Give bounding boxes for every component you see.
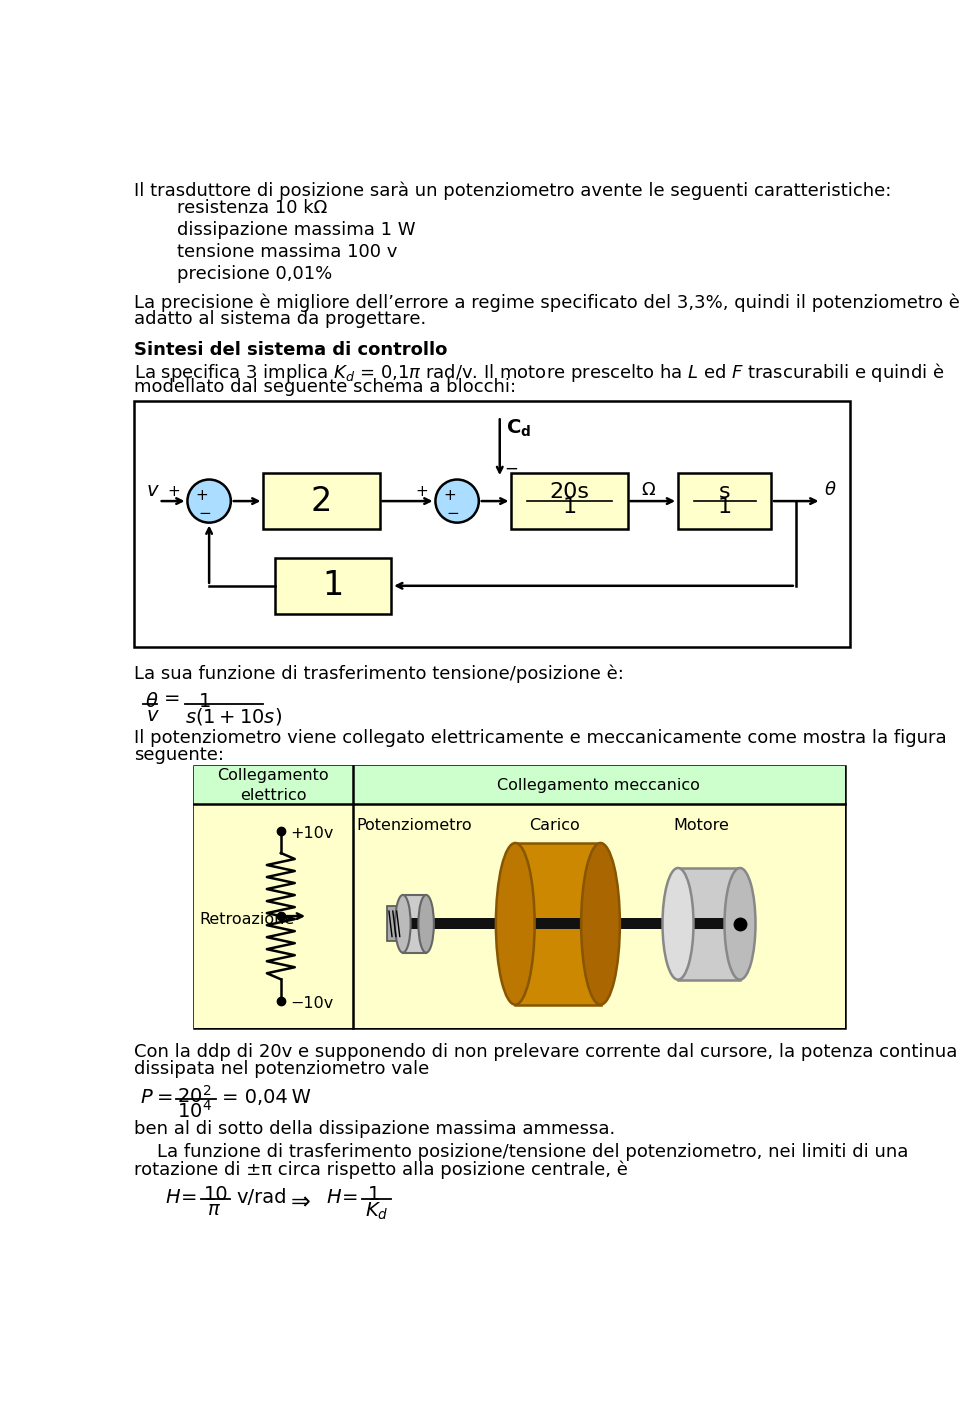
Text: Retroazione: Retroazione	[200, 912, 295, 928]
Text: Carico: Carico	[529, 819, 580, 833]
Bar	[512, 474, 628, 529]
Text: $H$: $H$	[165, 1188, 181, 1208]
Text: +: +	[167, 485, 180, 499]
Text: Con la ddp di 20v e supponendo di non prelevare corrente dal cursore, la potenza: Con la ddp di 20v e supponendo di non pr…	[134, 1044, 957, 1060]
Text: ben al di sotto della dissipazione massima ammessa.: ben al di sotto della dissipazione massi…	[134, 1120, 615, 1138]
Text: 1: 1	[368, 1185, 380, 1203]
Text: tensione massima 100 v: tensione massima 100 v	[177, 243, 396, 262]
Text: La precisione è migliore dell’errore a regime specificato del 3,3%, quindi il po: La precisione è migliore dell’errore a r…	[134, 293, 960, 311]
Text: =: =	[180, 1188, 197, 1208]
Text: =: =	[342, 1188, 358, 1208]
Text: Collegamento meccanico: Collegamento meccanico	[497, 778, 700, 793]
Text: 1: 1	[563, 498, 577, 518]
Text: seguente:: seguente:	[134, 747, 224, 764]
Bar	[678, 474, 771, 529]
Text: = 0,04 W: = 0,04 W	[223, 1087, 311, 1107]
Bar	[352, 805, 845, 1028]
Text: $-$: $-$	[445, 503, 459, 519]
Text: 1: 1	[199, 691, 211, 711]
Text: $\theta$: $\theta$	[825, 481, 837, 499]
Text: $\theta$: $\theta$	[145, 691, 158, 711]
Text: $H$: $H$	[326, 1188, 343, 1208]
Text: =: =	[157, 1087, 174, 1107]
Text: precisione 0,01%: precisione 0,01%	[177, 264, 332, 283]
Bar	[194, 805, 352, 1028]
Ellipse shape	[436, 479, 479, 523]
Bar	[396, 919, 744, 929]
Ellipse shape	[662, 868, 693, 980]
Bar	[263, 474, 379, 529]
Text: =: =	[163, 689, 180, 708]
Bar	[194, 766, 352, 805]
Text: 10: 10	[204, 1185, 228, 1203]
Text: $-$: $-$	[504, 458, 518, 477]
Text: +: +	[443, 488, 456, 503]
Text: +: +	[195, 488, 207, 503]
Text: $P$: $P$	[140, 1087, 154, 1107]
Text: Motore: Motore	[673, 819, 730, 833]
Ellipse shape	[187, 479, 230, 523]
Text: −10v: −10v	[290, 995, 333, 1011]
Text: v: v	[146, 706, 157, 725]
Text: $\Rightarrow$: $\Rightarrow$	[286, 1188, 311, 1212]
Bar	[352, 766, 845, 805]
Text: Collegamento
elettrico: Collegamento elettrico	[217, 768, 329, 803]
Text: 1: 1	[323, 570, 344, 602]
Text: v: v	[146, 481, 157, 499]
Text: $\mathbf{C_d}$: $\mathbf{C_d}$	[506, 419, 531, 440]
Ellipse shape	[581, 843, 620, 1005]
Text: dissipazione massima 1 W: dissipazione massima 1 W	[177, 221, 415, 239]
Text: $K_d$: $K_d$	[365, 1200, 389, 1222]
Text: Sintesi del sistema di controllo: Sintesi del sistema di controllo	[134, 341, 447, 359]
Text: La specifica 3 implica $K_d$ = 0,1$\pi$ rad/v. Il motore prescelto ha $L$ ed $F$: La specifica 3 implica $K_d$ = 0,1$\pi$ …	[134, 361, 945, 385]
Text: 1: 1	[717, 498, 732, 518]
Text: resistenza 10 kΩ: resistenza 10 kΩ	[177, 199, 326, 216]
Bar	[403, 895, 426, 953]
Text: +10v: +10v	[290, 826, 333, 841]
Text: $s(1+10s)$: $s(1+10s)$	[185, 706, 282, 727]
Text: Il trasduttore di posizione sarà un potenziometro avente le seguenti caratterist: Il trasduttore di posizione sarà un pote…	[134, 182, 891, 201]
Bar	[134, 402, 850, 648]
Ellipse shape	[419, 895, 434, 953]
Text: +: +	[415, 485, 428, 499]
Bar	[275, 559, 392, 614]
Text: 2: 2	[311, 485, 332, 518]
Text: dissipata nel potenziometro vale: dissipata nel potenziometro vale	[134, 1060, 429, 1077]
Text: $\pi$: $\pi$	[206, 1200, 221, 1219]
Text: v/rad: v/rad	[236, 1188, 287, 1208]
Bar	[194, 766, 845, 1028]
Text: Potenziometro: Potenziometro	[357, 819, 472, 833]
Ellipse shape	[396, 895, 411, 953]
Text: $10^4$: $10^4$	[178, 1100, 212, 1123]
Text: $20^2$: $20^2$	[178, 1085, 211, 1107]
Bar	[678, 868, 740, 980]
Ellipse shape	[496, 843, 535, 1005]
Text: adatto al sistema da progettare.: adatto al sistema da progettare.	[134, 310, 426, 328]
Text: 20s: 20s	[549, 482, 589, 502]
Ellipse shape	[725, 868, 756, 980]
Text: rotazione di ±π circa rispetto alla posizione centrale, è: rotazione di ±π circa rispetto alla posi…	[134, 1161, 628, 1179]
Text: Il potenziometro viene collegato elettricamente e meccanicamente come mostra la : Il potenziometro viene collegato elettri…	[134, 730, 947, 747]
Bar	[516, 843, 601, 1005]
Text: La funzione di trasferimento posizione/tensione del potenziometro, nei limiti di: La funzione di trasferimento posizione/t…	[134, 1144, 908, 1161]
Bar	[387, 906, 400, 942]
Text: s: s	[719, 482, 731, 502]
Text: $\Omega$: $\Omega$	[641, 481, 656, 499]
Text: $-$: $-$	[198, 503, 211, 519]
Text: La sua funzione di trasferimento tensione/posizione è:: La sua funzione di trasferimento tension…	[134, 665, 624, 683]
Text: modellato dal seguente schema a blocchi:: modellato dal seguente schema a blocchi:	[134, 378, 516, 396]
